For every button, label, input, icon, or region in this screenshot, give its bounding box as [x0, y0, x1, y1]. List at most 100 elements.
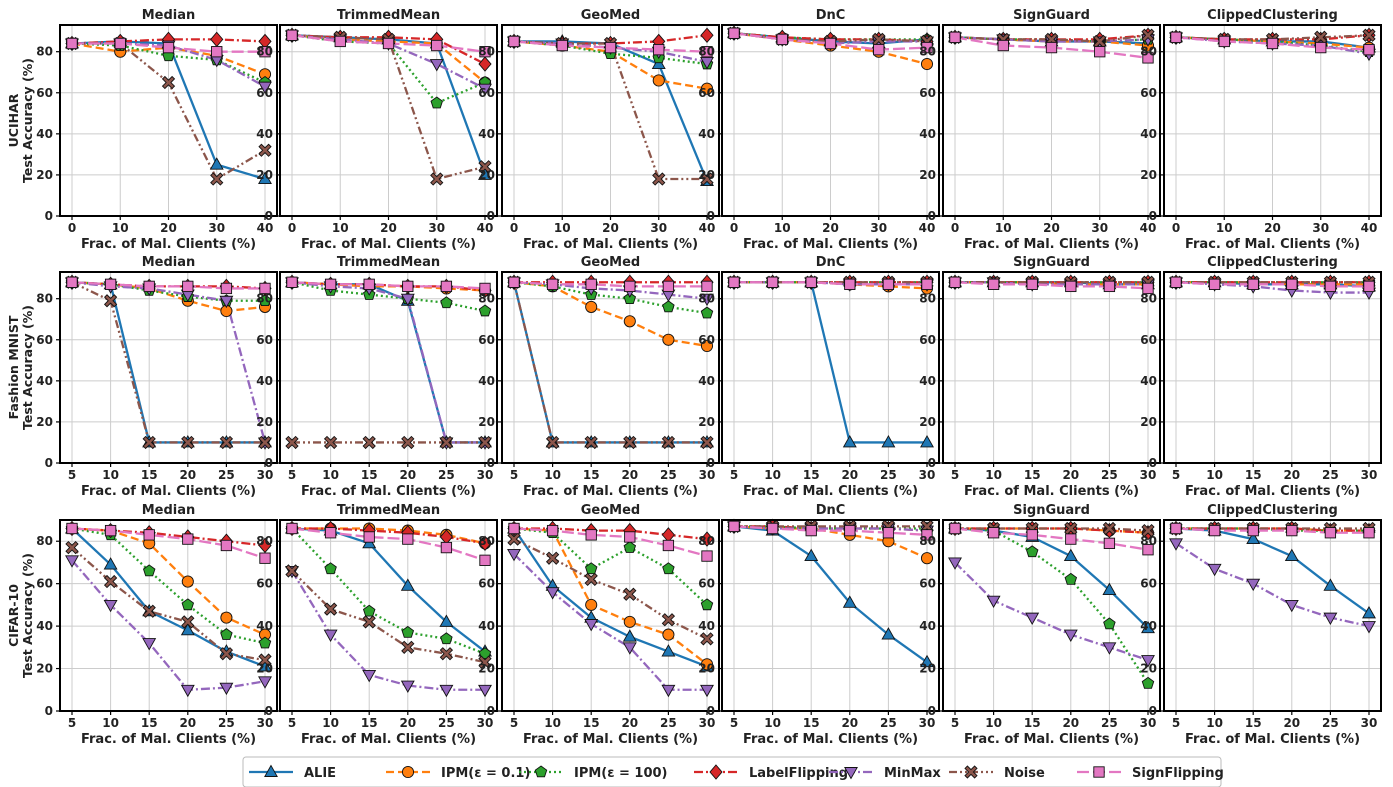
data-point-noise — [700, 435, 714, 450]
x-tick-label: 15 — [1245, 468, 1262, 482]
data-point-signflipping — [766, 276, 779, 288]
data-point-signflipping — [1170, 522, 1182, 535]
x-tick-label: 40 — [1361, 221, 1378, 235]
data-point-signflipping — [363, 531, 375, 543]
y-tick-label: 20 — [256, 415, 273, 429]
panel-title: TrimmedMean — [337, 255, 440, 270]
data-point-signflipping — [701, 46, 713, 58]
y-axis-label-line: Fashion MNIST — [6, 315, 21, 419]
data-point-ipm-0-1 — [585, 300, 598, 313]
x-tick-label: 30 — [257, 716, 274, 730]
data-point-signflipping — [1026, 278, 1038, 290]
data-point-signflipping — [1324, 280, 1337, 293]
data-point-ipm-100 — [1064, 572, 1078, 585]
data-point-signflipping — [104, 278, 117, 290]
data-point-ipm-0-1 — [623, 315, 636, 328]
data-point-minmax — [1323, 612, 1338, 626]
data-point-signflipping — [211, 46, 223, 58]
series-line-noise — [513, 538, 708, 640]
plot-area — [507, 520, 714, 698]
x-tick-label: 0 — [1172, 221, 1180, 235]
y-tick-label: 80 — [1140, 534, 1157, 548]
data-point-signflipping — [1103, 280, 1116, 293]
data-point-noise — [401, 640, 415, 654]
data-point-signflipping — [921, 529, 933, 541]
panel-title: GeoMed — [581, 503, 640, 518]
data-point-signflipping — [1065, 280, 1077, 293]
x-tick-label: 5 — [68, 716, 76, 730]
y-tick-label: 0 — [707, 704, 715, 718]
data-point-minmax — [65, 555, 79, 568]
data-point-signflipping — [440, 280, 453, 293]
data-point-noise — [1141, 523, 1155, 538]
series-line-labelflipping — [513, 34, 708, 45]
y-tick-label: 60 — [698, 333, 715, 347]
x-tick-label: 30 — [1361, 716, 1378, 730]
x-tick-label: 10 — [1206, 468, 1223, 482]
data-point-minmax — [219, 295, 234, 309]
data-point-ipm-100 — [478, 647, 492, 659]
y-axis-label-line: Test Accuracy (%) — [20, 58, 35, 183]
data-point-signflipping — [1142, 52, 1154, 64]
panel-title: GeoMed — [581, 8, 640, 23]
data-point-signflipping — [1142, 282, 1154, 295]
data-point-noise — [161, 75, 176, 90]
data-point-labelflipping — [700, 27, 714, 43]
y-tick-label: 40 — [36, 127, 53, 141]
legend-label: ALIE — [304, 766, 336, 781]
data-point-ipm-100 — [623, 541, 637, 553]
data-point-ipm-0-1 — [920, 552, 934, 565]
data-point-signflipping — [324, 527, 337, 539]
y-tick-label: 80 — [698, 534, 715, 548]
panel-frame — [501, 519, 720, 712]
y-tick-label: 40 — [36, 619, 53, 633]
data-point-ipm-0-1 — [652, 74, 665, 87]
series-line-noise — [71, 546, 266, 662]
y-tick-label: 20 — [1140, 168, 1157, 182]
series-line-ipm-100 — [513, 527, 708, 606]
y-tick-label: 40 — [36, 374, 53, 388]
x-tick-label: 0 — [68, 221, 76, 235]
legend-marker — [264, 764, 278, 777]
data-point-labelflipping — [478, 535, 492, 552]
panel-frame — [721, 271, 940, 464]
legend-item-labelflipping: LabelFlipping — [694, 764, 848, 781]
data-point-signflipping — [162, 41, 175, 54]
x-tick-label: 15 — [1024, 468, 1041, 482]
x-tick-label: 5 — [730, 468, 738, 482]
series-line-minmax — [954, 561, 1149, 662]
panel-frame — [59, 271, 278, 464]
y-tick-label: 0 — [707, 209, 715, 223]
y-tick-label: 20 — [478, 662, 495, 676]
data-point-signflipping — [143, 529, 155, 541]
data-point-ipm-100 — [258, 294, 272, 307]
x-tick-label: 5 — [951, 468, 959, 482]
x-axis-label: Frac. of Mal. Clients (%) — [523, 484, 698, 499]
data-point-ipm-100 — [1025, 545, 1039, 558]
x-tick-label: 5 — [1172, 716, 1180, 730]
y-tick-label: 40 — [478, 619, 495, 633]
data-point-signflipping — [604, 41, 617, 54]
data-point-noise — [1102, 521, 1117, 536]
plot-area — [727, 25, 934, 71]
data-point-signflipping — [949, 522, 961, 535]
y-tick-label: 20 — [478, 415, 495, 429]
series-line-labelflipping — [71, 527, 266, 547]
data-point-ipm-100 — [700, 306, 714, 319]
series-line-signflipping — [291, 527, 486, 562]
data-point-minmax — [103, 599, 118, 613]
y-tick-label: 0 — [487, 456, 495, 470]
data-point-signflipping — [220, 282, 233, 295]
data-point-signflipping — [662, 539, 675, 552]
x-tick-label: 30 — [1140, 468, 1157, 482]
data-point-labelflipping — [258, 537, 272, 554]
legend-marker — [534, 765, 548, 778]
plot-area — [285, 274, 492, 450]
data-point-alie — [881, 627, 896, 640]
data-point-signflipping — [220, 539, 233, 552]
data-point-signflipping — [182, 533, 194, 545]
data-point-noise — [584, 435, 598, 450]
